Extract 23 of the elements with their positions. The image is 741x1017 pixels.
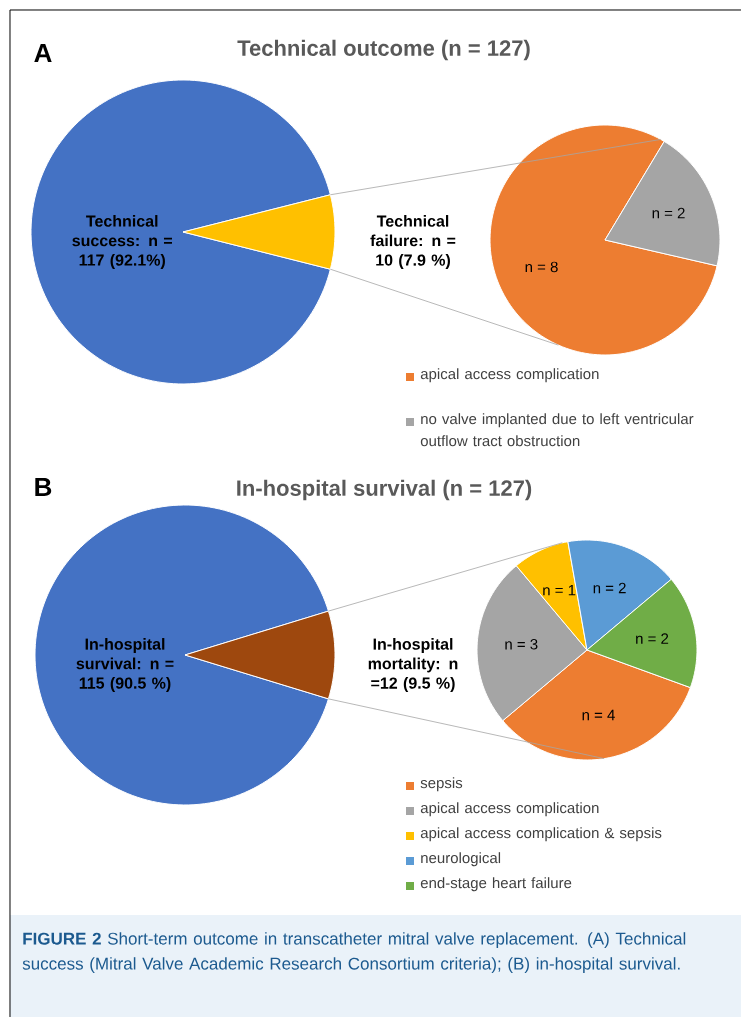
data-label: n = 8	[525, 261, 558, 273]
legend-label: end-stage heart failure	[420, 877, 572, 892]
slice-label: In-hospital survival: n = 115 (90.5 %)	[76, 638, 174, 692]
legend-label: sepsis	[420, 777, 463, 792]
data-label: n = 4	[582, 709, 615, 721]
slice-label: In-hospital mortality: n =12 (9.5 %)	[368, 638, 458, 692]
chart-title: In-hospital survival (n = 127)	[237, 479, 532, 501]
data-label: n = 2	[652, 207, 685, 219]
legend-label: apical access complication & sepsis	[420, 827, 662, 842]
text: FIGURE 2 Short-term outcome in transcatheter mitral valve replacement. (A) Technical success (Mitral Valve Academic Research Consortium criteria); (B) in-hospital survival.	[22, 932, 686, 974]
data-label: n = 3	[505, 638, 538, 650]
text: A	[34, 44, 52, 62]
chart-title: Technical outcome (n = 127)	[237, 39, 530, 61]
data-label: n = 1	[543, 585, 576, 596]
legend-label: no valve implanted due to left ventricular outflow tract obstruction	[420, 413, 694, 447]
text: B	[35, 478, 52, 496]
legend-label: neurological	[421, 852, 501, 867]
data-label: n = 2	[636, 633, 669, 644]
legend-label: apical access complication	[420, 368, 599, 383]
data-label: n = 2	[593, 582, 626, 594]
legend-label: apical access complication	[420, 802, 599, 817]
slice-label: Technical failure: n = 10 (7.9 %)	[370, 215, 456, 269]
slice-label: Technical success: n = 117 (92.1%)	[72, 215, 172, 269]
